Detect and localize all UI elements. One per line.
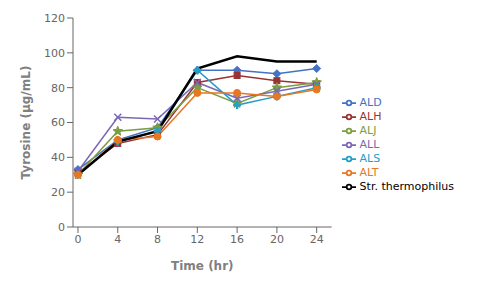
svg-text:20: 20 [51, 186, 65, 199]
svg-text:12: 12 [190, 233, 204, 246]
html-text:ALJ: ALJ [359, 124, 377, 137]
html-text:ALH: ALH [359, 110, 382, 123]
svg-text:24: 24 [310, 233, 324, 246]
svg-text:60: 60 [51, 116, 65, 129]
svg-text:8: 8 [154, 233, 161, 246]
svg-text:Time (hr): Time (hr) [171, 259, 234, 273]
html-text:ALL: ALL [359, 138, 380, 151]
svg-text:40: 40 [51, 151, 65, 164]
svg-text:120: 120 [44, 12, 65, 25]
html-text:Str. thermophilus: Str. thermophilus [359, 180, 454, 193]
svg-text:Tyrosine (μg/mL): Tyrosine (μg/mL) [19, 66, 33, 180]
svg-text:0: 0 [58, 221, 65, 234]
html-text:ALS: ALS [359, 152, 381, 165]
html-text:ALD: ALD [359, 96, 382, 109]
svg-text:4: 4 [114, 233, 121, 246]
svg-text:0: 0 [74, 233, 81, 246]
svg-text:16: 16 [230, 233, 244, 246]
html-text:ALT: ALT [359, 166, 379, 179]
svg-text:80: 80 [51, 82, 65, 95]
svg-text:20: 20 [270, 233, 284, 246]
svg-text:100: 100 [44, 47, 65, 60]
